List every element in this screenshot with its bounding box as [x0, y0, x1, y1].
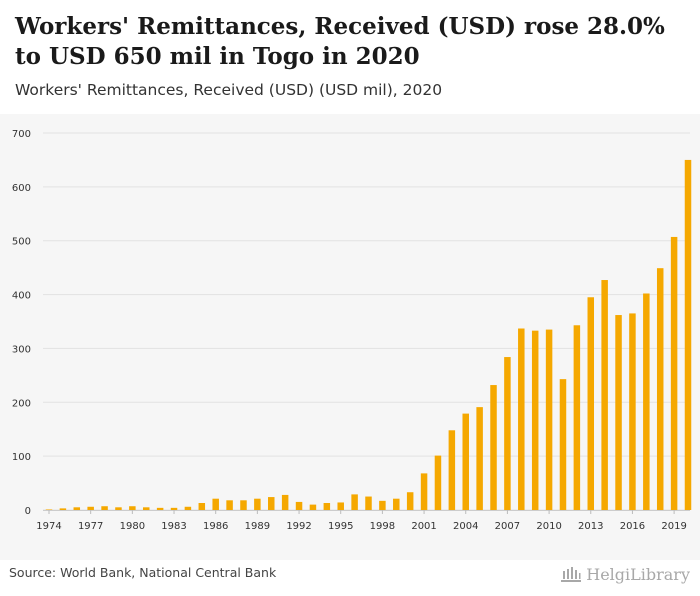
- bar-chart: 0 100 200 300 400 500 600 700 1974 1977 1980 1983 19…: [12, 129, 692, 532]
- y-tick-label: 200: [12, 398, 31, 409]
- bar-2020[interactable]: [684, 159, 692, 510]
- bar-2004[interactable]: [462, 413, 469, 510]
- bar-2000[interactable]: [406, 492, 414, 510]
- bar-2007[interactable]: [504, 357, 511, 510]
- chart-subtitle: Workers' Remittances, Received (USD) (US…: [15, 81, 443, 99]
- bar-2003[interactable]: [448, 430, 456, 510]
- bar-1991[interactable]: [281, 494, 289, 510]
- brand-name: HelgiLibrary: [586, 564, 690, 584]
- bar-2001[interactable]: [420, 473, 428, 510]
- x-tick-label: 2001: [411, 521, 436, 532]
- bar-1986[interactable]: [212, 498, 219, 510]
- x-tick-label: 1995: [328, 521, 353, 532]
- chart-area: 0 100 200 300 400 500 600 700 1974 1977 1980 1983 19…: [0, 114, 700, 560]
- y-tick-label: 0: [25, 506, 31, 517]
- bar-2019[interactable]: [670, 236, 678, 510]
- bar-2013[interactable]: [587, 297, 595, 510]
- bar-2012[interactable]: [573, 325, 581, 510]
- bar-1995[interactable]: [337, 502, 344, 510]
- bar-1975[interactable]: [59, 508, 67, 510]
- bar-2009[interactable]: [531, 330, 539, 510]
- bar-1974[interactable]: [45, 509, 53, 510]
- bar-2006[interactable]: [490, 385, 497, 510]
- bar-1999[interactable]: [393, 498, 400, 510]
- chart-title: Workers' Remittances, Received (USD) ros…: [15, 13, 665, 70]
- y-tick-label: 300: [12, 344, 31, 355]
- bar-2018[interactable]: [656, 268, 664, 510]
- y-tick-label: 400: [12, 291, 31, 302]
- bar-2005[interactable]: [476, 407, 483, 510]
- bar-1989[interactable]: [254, 498, 261, 510]
- bar-1988[interactable]: [240, 500, 247, 510]
- bar-1998[interactable]: [379, 500, 386, 510]
- library-icon: [561, 567, 582, 582]
- bar-1984[interactable]: [184, 506, 192, 510]
- bar-2010[interactable]: [545, 329, 553, 510]
- x-tick-label: 2016: [620, 521, 645, 532]
- bar-2002[interactable]: [434, 455, 442, 510]
- bar-1992[interactable]: [295, 501, 303, 510]
- bar-2014[interactable]: [601, 280, 608, 510]
- x-tick-label: 1974: [36, 521, 61, 532]
- x-tick-label: 2013: [578, 521, 603, 532]
- bar-2011[interactable]: [559, 379, 567, 510]
- y-tick-label: 700: [12, 129, 31, 140]
- x-tick-label: 1977: [78, 521, 103, 532]
- header: Workers' Remittances, Received (USD) ros…: [0, 0, 700, 114]
- bar-1976[interactable]: [73, 507, 81, 510]
- bar-1993[interactable]: [309, 504, 317, 510]
- bar-2008[interactable]: [518, 328, 525, 511]
- x-tick-label: 2004: [453, 521, 478, 532]
- brand-logo[interactable]: HelgiLibrary: [560, 562, 690, 586]
- bar-1996[interactable]: [351, 494, 358, 510]
- x-tick-label: 1980: [120, 521, 145, 532]
- bar-1979[interactable]: [115, 507, 122, 510]
- x-tick-label: 2010: [536, 521, 561, 532]
- x-tick-label: 1986: [203, 521, 228, 532]
- bar-1997[interactable]: [365, 496, 372, 510]
- bar-2016[interactable]: [629, 313, 636, 510]
- bar-1977[interactable]: [87, 506, 94, 510]
- x-tick-label: 1983: [161, 521, 186, 532]
- source-note: Source: World Bank, National Central Ban…: [9, 565, 277, 580]
- bar-1994[interactable]: [323, 503, 331, 510]
- bar-1983[interactable]: [170, 507, 178, 510]
- bar-1980[interactable]: [129, 506, 136, 510]
- bar-1981[interactable]: [142, 507, 150, 510]
- footer: Source: World Bank, National Central Ban…: [0, 560, 700, 596]
- x-tick-label: 2007: [495, 521, 520, 532]
- y-tick-label: 600: [12, 183, 31, 194]
- x-tick-label: 1998: [370, 521, 395, 532]
- y-tick-label: 100: [12, 452, 31, 463]
- bar-2015[interactable]: [615, 315, 622, 510]
- x-tick-label: 1989: [245, 521, 270, 532]
- x-tick-label: 2019: [661, 521, 686, 532]
- bar-2017[interactable]: [643, 293, 650, 510]
- x-tick-label: 1992: [286, 521, 311, 532]
- bar-1982[interactable]: [156, 507, 164, 510]
- bar-1987[interactable]: [226, 500, 233, 510]
- bar-1990[interactable]: [268, 497, 275, 510]
- bar-1978[interactable]: [101, 506, 108, 510]
- y-tick-label: 500: [12, 237, 31, 248]
- bar-1985[interactable]: [198, 503, 206, 510]
